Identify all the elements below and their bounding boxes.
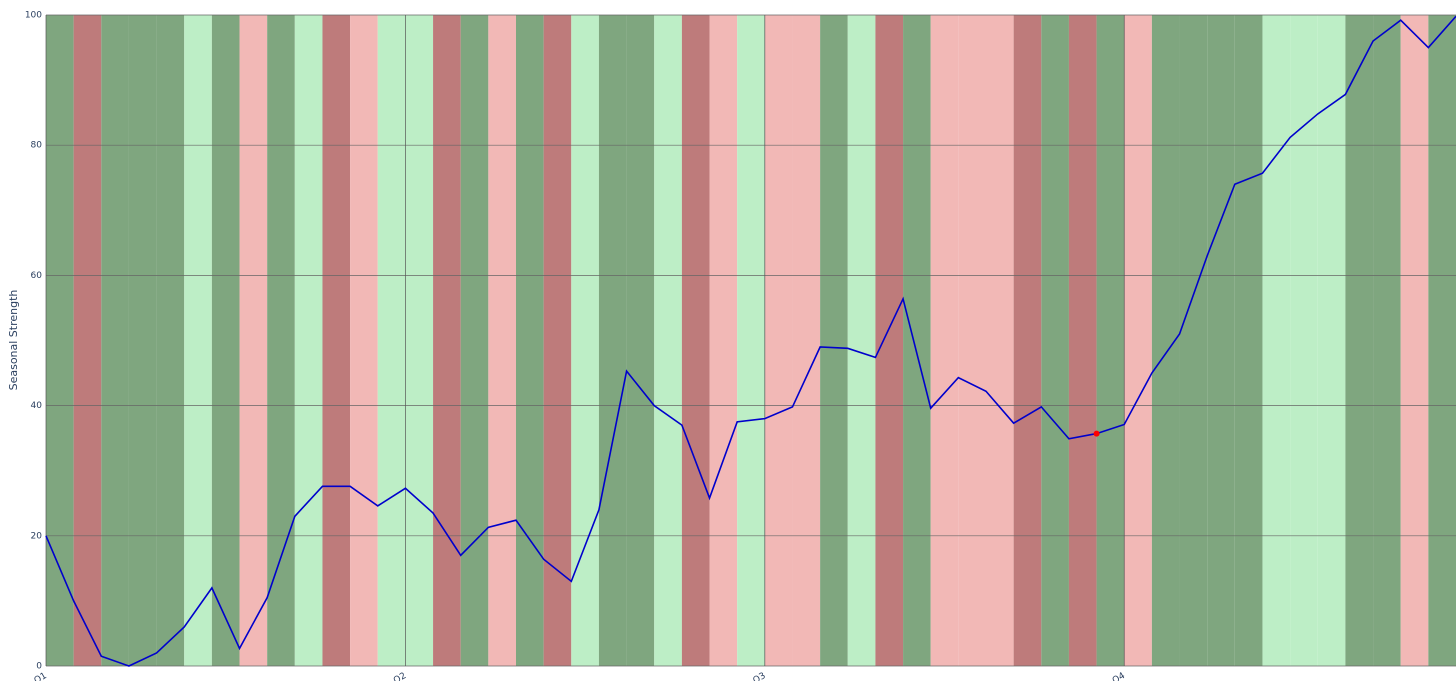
band [847, 15, 876, 666]
band [571, 15, 599, 666]
band [930, 15, 959, 666]
band [1096, 15, 1125, 666]
x-tick-label: Q4 [1111, 671, 1127, 681]
band [792, 15, 821, 666]
band [405, 15, 434, 666]
band [350, 15, 378, 666]
band [156, 15, 185, 666]
band [184, 15, 212, 666]
band [709, 15, 738, 666]
band [654, 15, 682, 666]
band [598, 15, 627, 666]
band [1400, 15, 1429, 666]
band [239, 15, 268, 666]
band [626, 15, 655, 666]
band [543, 15, 572, 666]
band [986, 15, 1014, 666]
line [45, 15, 1456, 667]
bands [46, 15, 1456, 666]
band [820, 15, 848, 666]
y-tick-label: 100 [25, 11, 42, 21]
band [875, 15, 904, 666]
band [681, 15, 710, 666]
band [737, 15, 765, 666]
plot [45, 15, 1456, 667]
band [460, 15, 489, 666]
band [1234, 15, 1263, 666]
band [958, 15, 986, 666]
band [516, 15, 544, 666]
band [211, 15, 240, 666]
x-tick-label: Q2 [392, 671, 408, 681]
band [1345, 15, 1374, 666]
band [1317, 15, 1346, 666]
highlight-point [1093, 430, 1100, 437]
band [1013, 15, 1042, 666]
y-tick-label: 0 [36, 662, 42, 672]
band [1124, 15, 1152, 666]
band [488, 15, 516, 666]
band [1068, 15, 1097, 666]
x-tick-label: Q3 [751, 671, 767, 681]
band [1290, 15, 1318, 666]
band [1041, 15, 1069, 666]
band [433, 15, 461, 666]
band [764, 15, 793, 666]
y-tick-label: 20 [31, 531, 43, 541]
band [1428, 15, 1456, 666]
x-tick-label: Q1 [33, 671, 49, 681]
band [1262, 15, 1291, 666]
band [903, 15, 931, 666]
band [73, 15, 102, 666]
y-axis-title: Seasonal Strength [7, 290, 20, 391]
band [1207, 15, 1235, 666]
band [46, 15, 74, 666]
band [294, 15, 323, 666]
band [101, 15, 129, 666]
band [322, 15, 351, 666]
y-tick-label: 80 [31, 141, 43, 151]
band [1179, 15, 1208, 666]
y-tick-label: 40 [31, 401, 43, 411]
band [377, 15, 406, 666]
y-tick-label: 60 [31, 271, 43, 281]
band [267, 15, 295, 666]
band [1373, 15, 1401, 666]
band [128, 15, 157, 666]
grid [45, 14, 1456, 667]
